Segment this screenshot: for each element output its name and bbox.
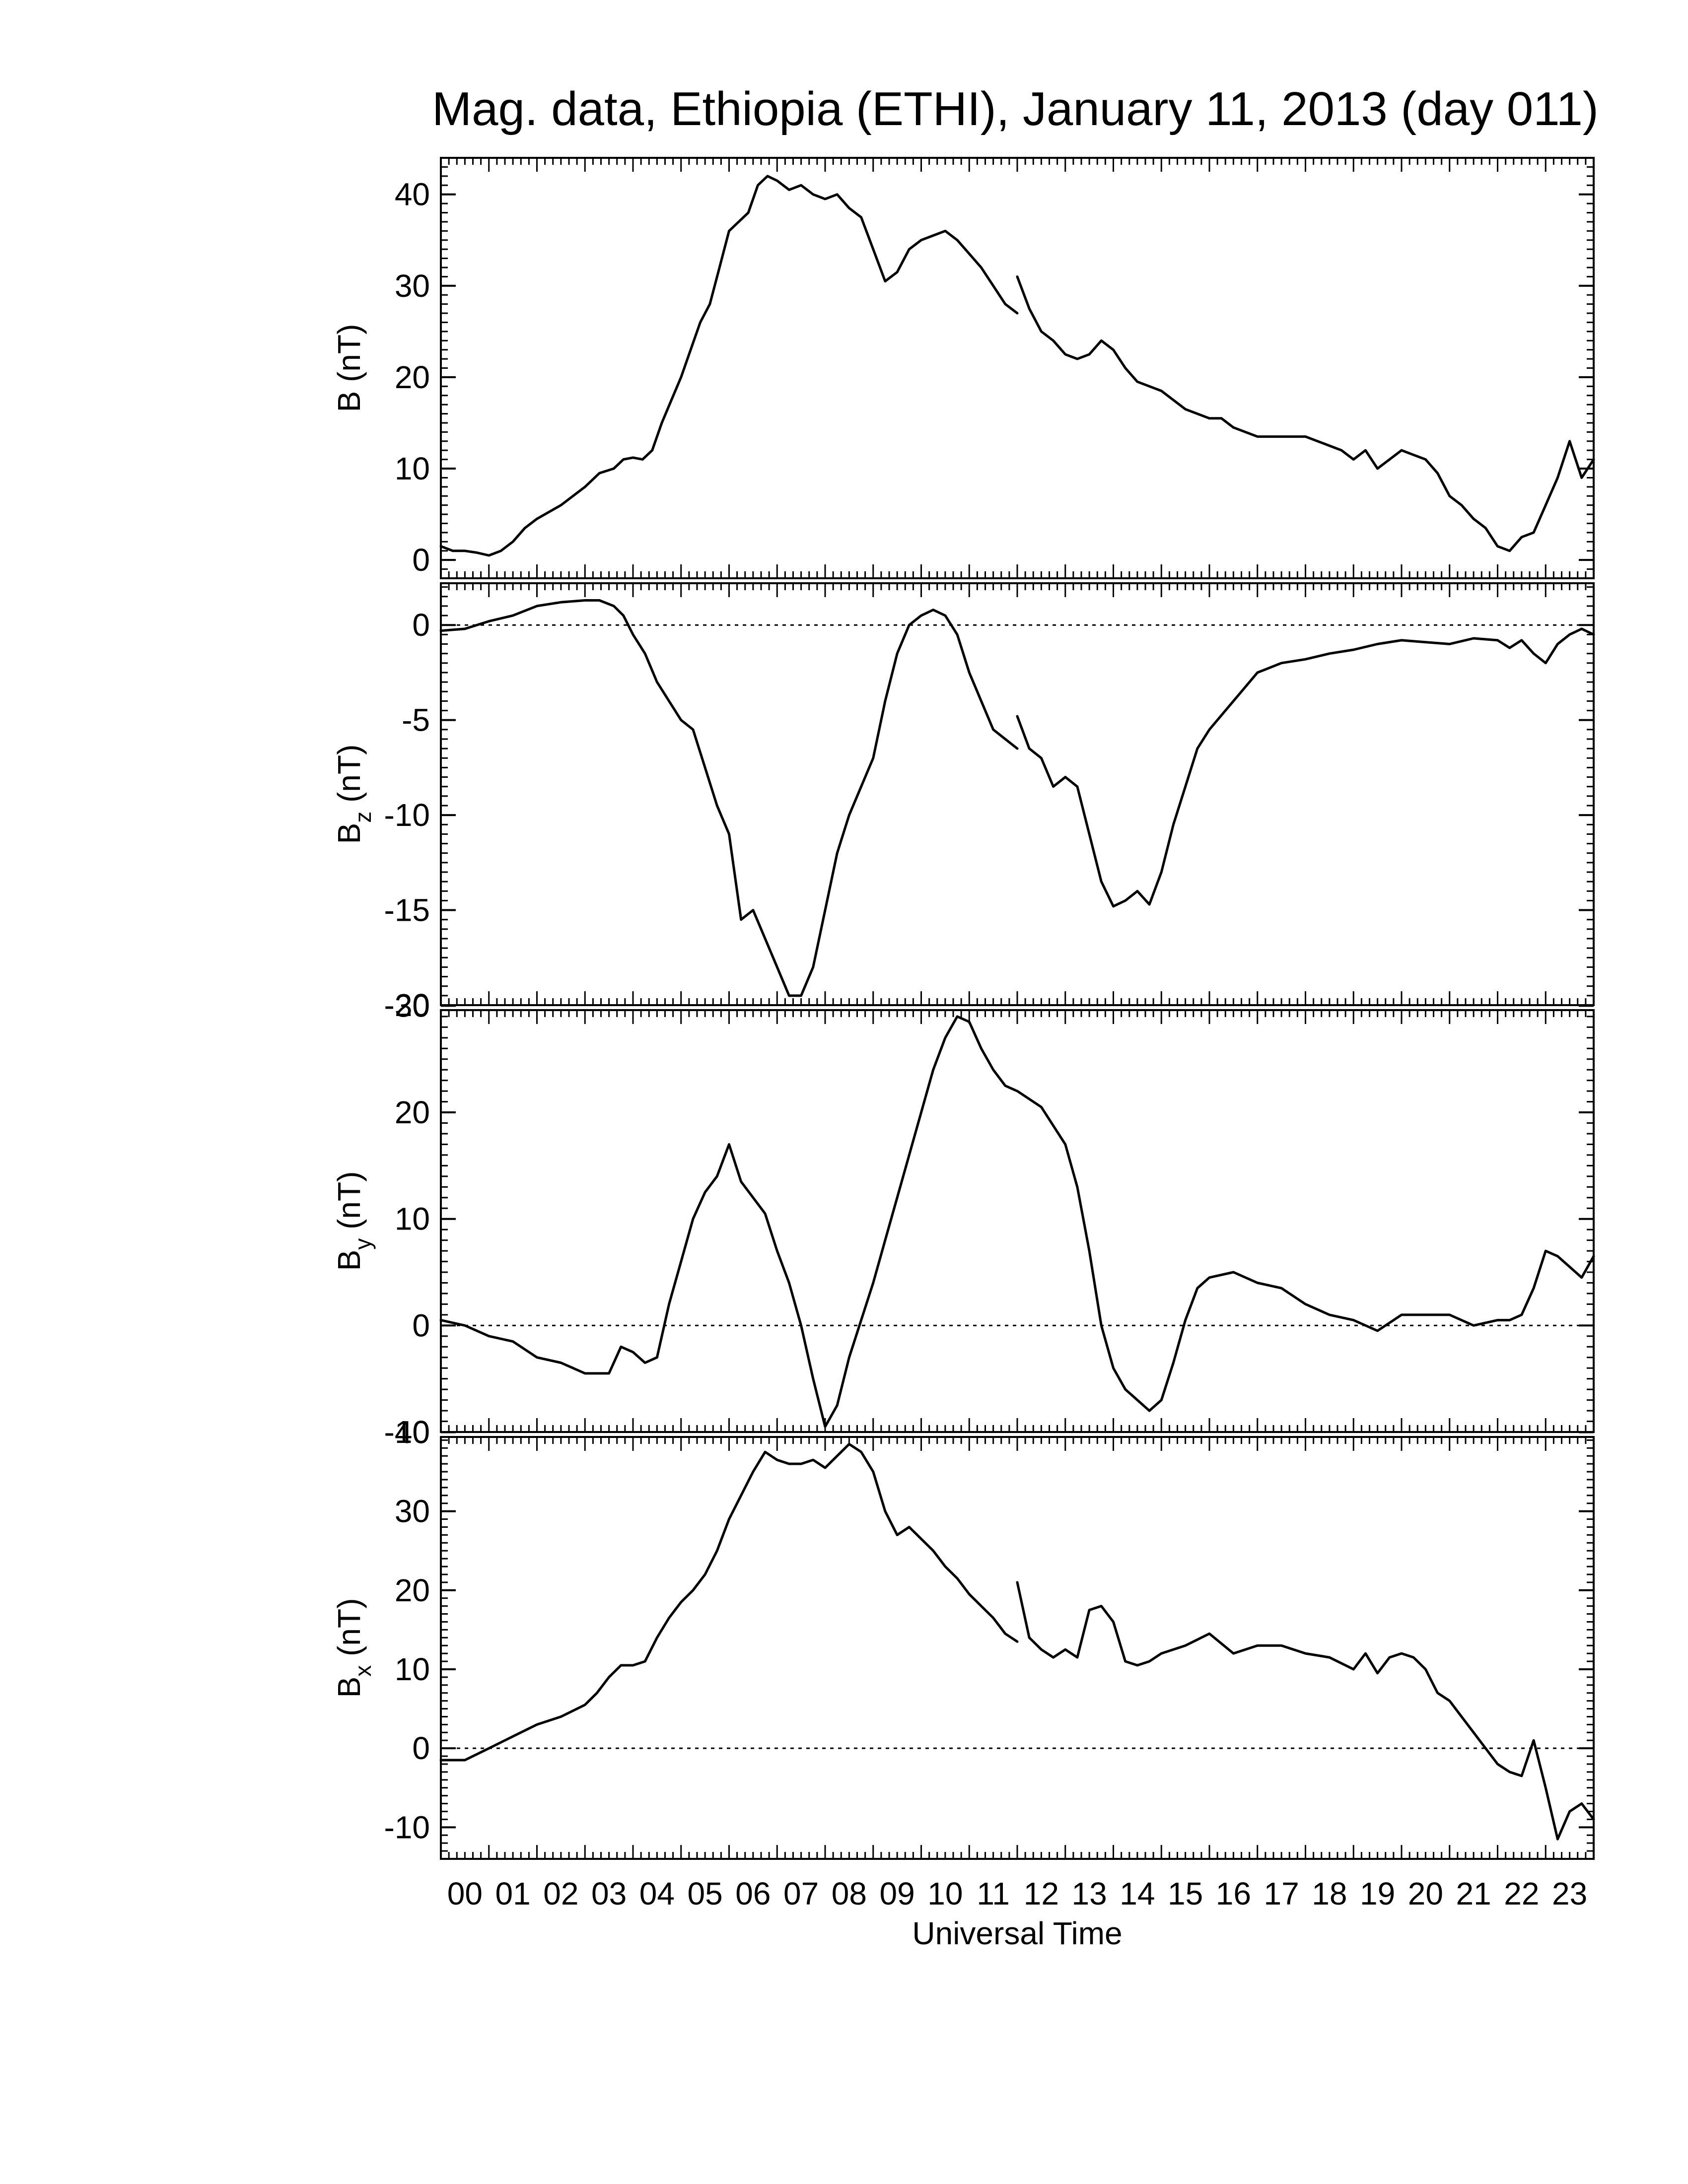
panel-by-y-axis-label: By (nT) (331, 1171, 376, 1271)
panel-bx-y-tick-label: 10 (395, 1651, 430, 1687)
panel-b-y-tick-label: 40 (395, 177, 430, 212)
x-tick-label: 00 (447, 1876, 483, 1911)
panel-bx-y-tick-label: 20 (395, 1572, 430, 1608)
panel-bz-series-line (439, 599, 1019, 997)
x-axis-label: Universal Time (912, 1915, 1122, 1951)
panel-by-y-tick-label: 20 (395, 1094, 430, 1130)
panel-b: 0 10 20 30 40 B (nT) (331, 157, 1595, 579)
x-tick-label: 10 (927, 1876, 963, 1911)
x-tick-label: 18 (1312, 1876, 1347, 1911)
panel-b-y-tick-label: 10 (395, 451, 430, 486)
x-tick-label: 19 (1360, 1876, 1395, 1911)
x-tick-label: 03 (591, 1876, 627, 1911)
panel-bx-series-line (439, 1442, 1019, 1762)
x-tick-label: 13 (1072, 1876, 1107, 1911)
panel-by-y-tick-label: 30 (395, 988, 430, 1024)
panel-by-y-tick-label: 10 (395, 1201, 430, 1237)
x-tick-label: 12 (1024, 1876, 1059, 1911)
panel-bz-series-line (1016, 627, 1595, 908)
panel-bx: -10 0 10 20 30 40 Bx (nT) 00 01 02 03 04 05 06 07 08 09 1… (331, 1414, 1595, 1951)
panel-bx-y-tick-label: -10 (384, 1809, 430, 1845)
panel-bz-y-axis-label: Bz (nT) (331, 745, 376, 844)
x-tick-label: 08 (832, 1876, 867, 1911)
panel-bz-y-tick-label: -10 (384, 797, 430, 833)
x-tick-label: 07 (783, 1876, 819, 1911)
panel-bx-series-line (1016, 1581, 1595, 1841)
x-tick-label: 11 (977, 1876, 1009, 1911)
panel-by-series-line (439, 1015, 1595, 1428)
panel-by: -10 0 10 20 30 By (nT) (331, 988, 1595, 1450)
panel-by-y-tick-label: 0 (412, 1307, 430, 1343)
x-tick-label: 20 (1408, 1876, 1443, 1911)
x-tick-label: 17 (1264, 1876, 1299, 1911)
x-tick-label: 05 (688, 1876, 723, 1911)
x-tick-label: 09 (880, 1876, 915, 1911)
panel-b-y-tick-label: 20 (395, 359, 430, 395)
panel-b-series-line (1016, 275, 1595, 552)
x-tick-label: 15 (1168, 1876, 1203, 1911)
x-tick-label: 14 (1120, 1876, 1155, 1911)
panel-bz-y-tick-label: -15 (384, 892, 430, 928)
panel-b-y-axis-label: B (nT) (331, 324, 367, 412)
x-tick-label: 23 (1552, 1876, 1587, 1911)
panel-bx-y-tick-label: 0 (412, 1730, 430, 1766)
panel-bz: 0 -5 -10 -15 -20 Bz (nT) (331, 582, 1595, 1023)
x-tick-label: 16 (1216, 1876, 1251, 1911)
panel-bz-y-tick-label: 0 (412, 607, 430, 643)
panel-b-y-tick-label: 0 (412, 542, 430, 578)
panel-b-y-tick-label: 30 (395, 268, 430, 304)
x-tick-label: 04 (639, 1876, 675, 1911)
x-tick-label: 22 (1504, 1876, 1539, 1911)
panel-bx-y-tick-label: 30 (395, 1494, 430, 1529)
x-tick-label: 02 (543, 1876, 578, 1911)
panel-bz-y-tick-label: -5 (402, 702, 430, 738)
panel-bx-y-axis-label: Bx (nT) (331, 1598, 376, 1698)
chart-title: Mag. data, Ethiopia (ETHI), January 11, … (432, 82, 1599, 136)
panel-bz-y-tick-label: -20 (384, 987, 430, 1023)
x-tick-label: 21 (1456, 1876, 1491, 1911)
panel-b-series-line (439, 175, 1019, 557)
x-tick-label: 01 (495, 1876, 531, 1911)
panel-bx-y-tick-label: 40 (395, 1414, 430, 1450)
x-tick-label: 06 (735, 1876, 771, 1911)
panel-by-y-tick-label: -10 (384, 1414, 430, 1450)
